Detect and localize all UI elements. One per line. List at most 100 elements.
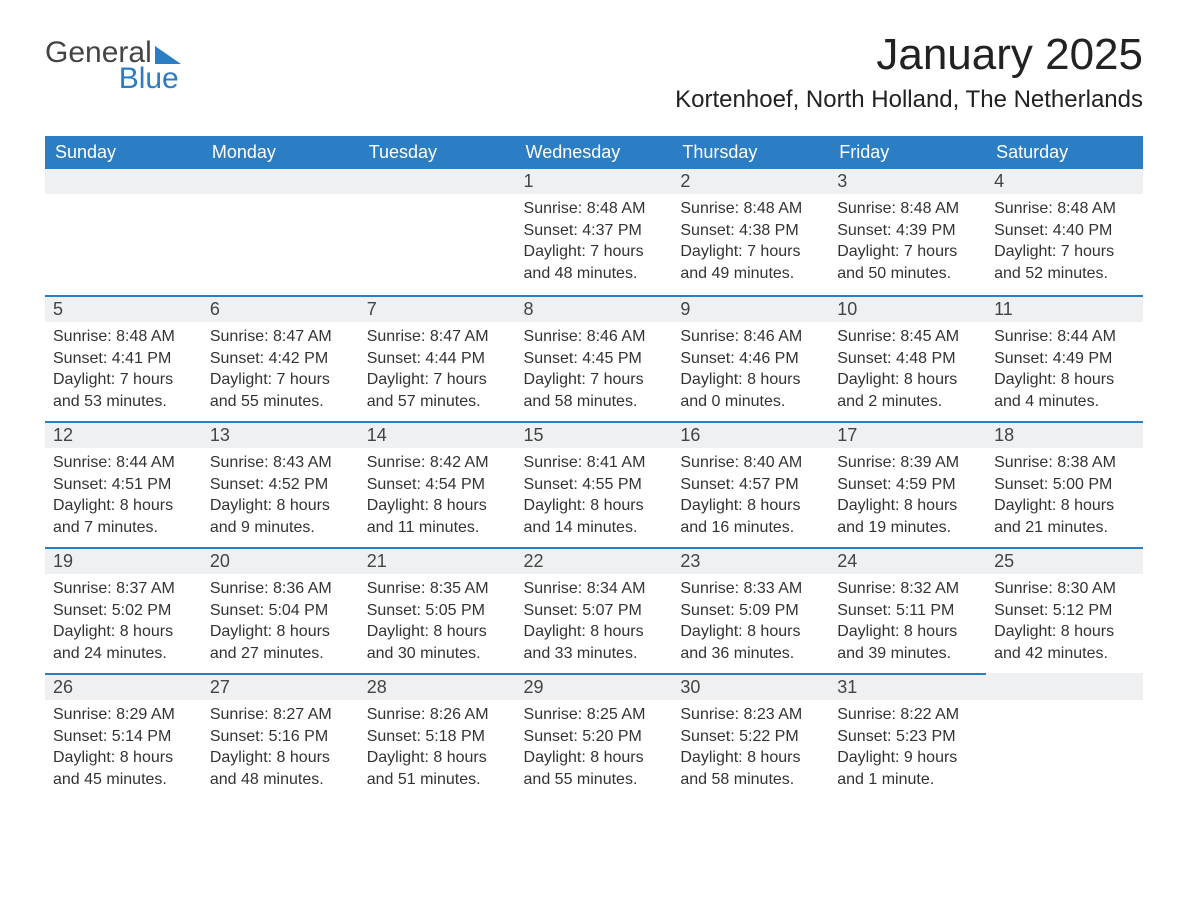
sunset-line-value: 4:42 PM xyxy=(269,350,329,367)
day-details: Sunrise: 8:39 AMSunset: 4:59 PMDaylight:… xyxy=(829,448,986,546)
calendar-cell xyxy=(202,169,359,295)
sunrise-line-label: Sunrise: xyxy=(367,454,426,471)
sunset-line-label: Sunset: xyxy=(680,476,734,493)
sunset-line-label: Sunset: xyxy=(524,350,578,367)
daylight-line-label: Daylight: xyxy=(837,243,899,260)
day-number: 9 xyxy=(672,295,829,322)
sunset-line-label: Sunset: xyxy=(837,602,891,619)
day-number: 27 xyxy=(202,673,359,700)
day-number: 13 xyxy=(202,421,359,448)
sunset-line: Sunset: 5:23 PM xyxy=(837,726,978,748)
daylight-line: Daylight: 8 hours and 9 minutes. xyxy=(210,495,351,538)
sunrise-line: Sunrise: 8:35 AM xyxy=(367,578,508,600)
daylight-line: Daylight: 8 hours and 58 minutes. xyxy=(680,747,821,790)
sunset-line: Sunset: 5:02 PM xyxy=(53,600,194,622)
sunrise-line: Sunrise: 8:38 AM xyxy=(994,452,1135,474)
daylight-line: Daylight: 7 hours and 57 minutes. xyxy=(367,369,508,412)
sunrise-line: Sunrise: 8:32 AM xyxy=(837,578,978,600)
day-details: Sunrise: 8:26 AMSunset: 5:18 PMDaylight:… xyxy=(359,700,516,798)
sunrise-line-value: 8:48 AM xyxy=(900,200,959,217)
calendar-cell: 30Sunrise: 8:23 AMSunset: 5:22 PMDayligh… xyxy=(672,673,829,799)
calendar-cell: 18Sunrise: 8:38 AMSunset: 5:00 PMDayligh… xyxy=(986,421,1143,547)
sunrise-line-label: Sunrise: xyxy=(210,580,269,597)
day-number: 14 xyxy=(359,421,516,448)
daylight-line-label: Daylight: xyxy=(994,497,1056,514)
sunrise-line-label: Sunrise: xyxy=(994,200,1053,217)
calendar-cell: 26Sunrise: 8:29 AMSunset: 5:14 PMDayligh… xyxy=(45,673,202,799)
sunset-line: Sunset: 4:40 PM xyxy=(994,220,1135,242)
sunrise-line-value: 8:35 AM xyxy=(430,580,489,597)
sunset-line: Sunset: 4:57 PM xyxy=(680,474,821,496)
daylight-line-label: Daylight: xyxy=(994,623,1056,640)
sunset-line: Sunset: 4:48 PM xyxy=(837,348,978,370)
day-details: Sunrise: 8:29 AMSunset: 5:14 PMDaylight:… xyxy=(45,700,202,798)
daylight-line-label: Daylight: xyxy=(367,371,429,388)
day-details: Sunrise: 8:22 AMSunset: 5:23 PMDaylight:… xyxy=(829,700,986,798)
sunset-line-label: Sunset: xyxy=(680,350,734,367)
day-number: 17 xyxy=(829,421,986,448)
sunset-line-value: 4:40 PM xyxy=(1053,222,1113,239)
sunrise-line-value: 8:37 AM xyxy=(116,580,175,597)
calendar-body: 1Sunrise: 8:48 AMSunset: 4:37 PMDaylight… xyxy=(45,169,1143,799)
sunrise-line-value: 8:43 AM xyxy=(273,454,332,471)
daylight-line: Daylight: 9 hours and 1 minute. xyxy=(837,747,978,790)
sunset-line-label: Sunset: xyxy=(53,602,107,619)
sunrise-line-value: 8:38 AM xyxy=(1057,454,1116,471)
sunrise-line-label: Sunrise: xyxy=(210,454,269,471)
sunrise-line-label: Sunrise: xyxy=(837,200,896,217)
calendar-cell: 7Sunrise: 8:47 AMSunset: 4:44 PMDaylight… xyxy=(359,295,516,421)
daylight-line: Daylight: 8 hours and 4 minutes. xyxy=(994,369,1135,412)
daylight-line-label: Daylight: xyxy=(524,749,586,766)
daylight-line-label: Daylight: xyxy=(837,623,899,640)
day-details: Sunrise: 8:44 AMSunset: 4:49 PMDaylight:… xyxy=(986,322,1143,420)
sunset-line-value: 5:12 PM xyxy=(1053,602,1113,619)
day-details: Sunrise: 8:48 AMSunset: 4:38 PMDaylight:… xyxy=(672,194,829,292)
sunset-line: Sunset: 4:52 PM xyxy=(210,474,351,496)
day-details: Sunrise: 8:27 AMSunset: 5:16 PMDaylight:… xyxy=(202,700,359,798)
daylight-line-label: Daylight: xyxy=(680,243,742,260)
sunset-line-value: 5:11 PM xyxy=(896,602,954,619)
calendar-cell: 12Sunrise: 8:44 AMSunset: 4:51 PMDayligh… xyxy=(45,421,202,547)
sunset-line: Sunset: 4:51 PM xyxy=(53,474,194,496)
sunset-line-value: 4:49 PM xyxy=(1053,350,1113,367)
daylight-line-label: Daylight: xyxy=(210,371,272,388)
sunrise-line: Sunrise: 8:47 AM xyxy=(210,326,351,348)
sunset-line-value: 5:14 PM xyxy=(112,728,172,745)
weekday-header: Monday xyxy=(202,136,359,169)
sunset-line-label: Sunset: xyxy=(367,728,421,745)
sunset-line-value: 5:09 PM xyxy=(739,602,799,619)
daylight-line: Daylight: 8 hours and 11 minutes. xyxy=(367,495,508,538)
sunset-line-label: Sunset: xyxy=(210,602,264,619)
sunrise-line-value: 8:41 AM xyxy=(587,454,646,471)
day-number: 21 xyxy=(359,547,516,574)
day-number: 24 xyxy=(829,547,986,574)
daylight-line: Daylight: 8 hours and 55 minutes. xyxy=(524,747,665,790)
daylight-line-label: Daylight: xyxy=(837,497,899,514)
sunset-line-label: Sunset: xyxy=(524,602,578,619)
calendar-cell: 23Sunrise: 8:33 AMSunset: 5:09 PMDayligh… xyxy=(672,547,829,673)
sunset-line-value: 4:39 PM xyxy=(896,222,956,239)
sunset-line-label: Sunset: xyxy=(367,602,421,619)
sunset-line-value: 5:04 PM xyxy=(269,602,329,619)
sunrise-line-value: 8:48 AM xyxy=(116,328,175,345)
sunrise-line: Sunrise: 8:36 AM xyxy=(210,578,351,600)
sunset-line-value: 5:23 PM xyxy=(896,728,956,745)
day-number-empty xyxy=(986,673,1143,700)
day-number: 6 xyxy=(202,295,359,322)
sunrise-line-value: 8:32 AM xyxy=(900,580,959,597)
calendar-cell: 6Sunrise: 8:47 AMSunset: 4:42 PMDaylight… xyxy=(202,295,359,421)
sunrise-line: Sunrise: 8:29 AM xyxy=(53,704,194,726)
sunrise-line-label: Sunrise: xyxy=(524,706,583,723)
sunset-line: Sunset: 5:16 PM xyxy=(210,726,351,748)
day-number: 16 xyxy=(672,421,829,448)
sunrise-line: Sunrise: 8:43 AM xyxy=(210,452,351,474)
sunset-line-label: Sunset: xyxy=(524,728,578,745)
sunrise-line-value: 8:26 AM xyxy=(430,706,489,723)
sunrise-line-value: 8:23 AM xyxy=(744,706,803,723)
sunset-line-label: Sunset: xyxy=(367,476,421,493)
daylight-line-label: Daylight: xyxy=(837,749,899,766)
sunset-line: Sunset: 5:05 PM xyxy=(367,600,508,622)
calendar-row: 26Sunrise: 8:29 AMSunset: 5:14 PMDayligh… xyxy=(45,673,1143,799)
sunrise-line-value: 8:29 AM xyxy=(116,706,175,723)
daylight-line: Daylight: 8 hours and 48 minutes. xyxy=(210,747,351,790)
